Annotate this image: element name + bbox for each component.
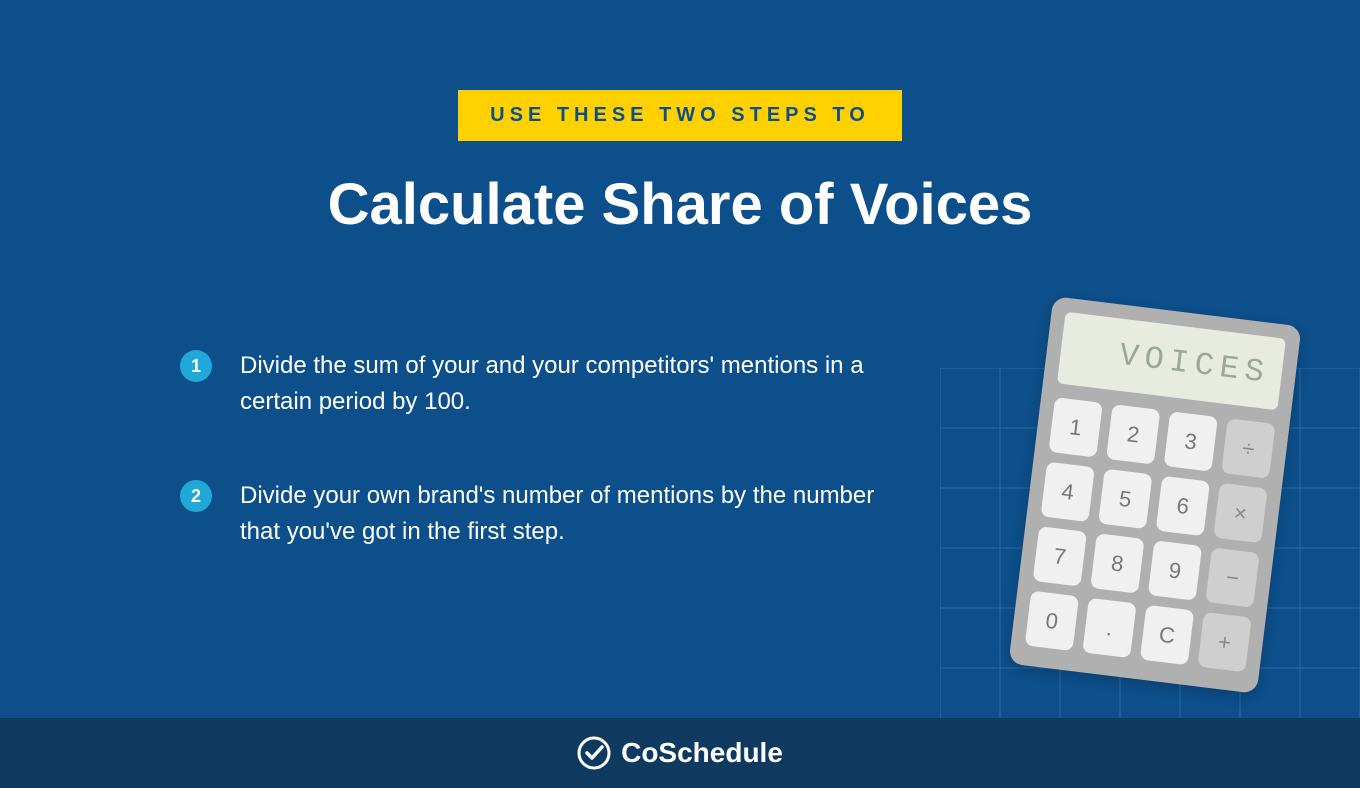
calculator-keypad: 123÷ 456× 789− 0.C+ — [1025, 397, 1276, 672]
coschedule-icon — [577, 736, 611, 770]
calculator-illustration: VOICES 123÷ 456× 789− 0.C+ — [1008, 296, 1301, 694]
calculator-key: 8 — [1090, 533, 1144, 593]
brand-name: CoSchedule — [621, 737, 783, 769]
brand-logo: CoSchedule — [577, 736, 783, 770]
calculator-screen: VOICES — [1057, 312, 1286, 411]
step-text: Divide your own brand's number of mentio… — [240, 478, 880, 550]
step-number-badge: 1 — [180, 350, 212, 382]
step-item: 2 Divide your own brand's number of menti… — [180, 478, 880, 550]
calculator-key: 5 — [1098, 469, 1152, 529]
page-title: Calculate Share of Voices — [0, 171, 1360, 238]
step-number-badge: 2 — [180, 480, 212, 512]
step-text: Divide the sum of your and your competit… — [240, 348, 880, 420]
infographic-canvas: USE THESE TWO STEPS TO Calculate Share o… — [0, 0, 1360, 788]
calculator-key: 1 — [1048, 397, 1102, 457]
calculator-key: 9 — [1148, 540, 1202, 600]
calculator-key: 0 — [1025, 591, 1079, 651]
calculator-key: 2 — [1106, 404, 1160, 464]
calculator-key: × — [1213, 483, 1267, 543]
calculator-key: 3 — [1164, 411, 1218, 471]
calculator-key: + — [1197, 612, 1251, 672]
calculator-key: − — [1205, 547, 1259, 607]
footer-bar: CoSchedule — [0, 718, 1360, 788]
step-item: 1 Divide the sum of your and your competi… — [180, 348, 880, 420]
header-area: USE THESE TWO STEPS TO Calculate Share o… — [0, 90, 1360, 238]
eyebrow-label: USE THESE TWO STEPS TO — [458, 90, 902, 141]
calculator-key: 7 — [1033, 526, 1087, 586]
calculator-key: C — [1140, 605, 1194, 665]
calculator-key: . — [1082, 598, 1136, 658]
calculator-key: ÷ — [1221, 418, 1275, 478]
calculator-key: 4 — [1041, 462, 1095, 522]
calculator-key: 6 — [1156, 476, 1210, 536]
steps-list: 1 Divide the sum of your and your competi… — [180, 348, 880, 608]
